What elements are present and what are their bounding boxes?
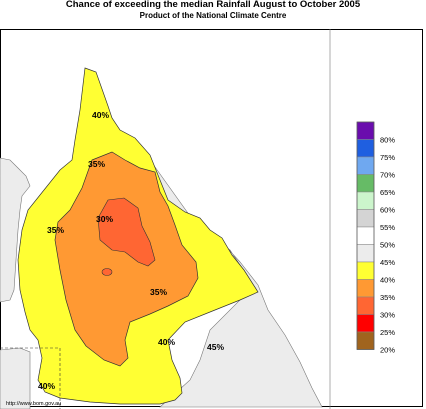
legend-frame <box>356 121 375 350</box>
map-title: Chance of exceeding the median Rainfall … <box>65 0 361 10</box>
label-40-south: 40% <box>158 337 175 347</box>
legend-label: 75% <box>380 153 395 162</box>
legend-label: 55% <box>380 223 395 232</box>
label-35-north: 35% <box>88 159 105 169</box>
label-40-southwest: 40% <box>38 381 55 391</box>
legend-label: 45% <box>380 258 395 267</box>
legend-label: 35% <box>380 293 395 302</box>
legend-swatch <box>356 296 375 315</box>
legend-label: 40% <box>380 276 395 285</box>
legend-swatch <box>356 226 375 245</box>
legend-swatch <box>356 314 375 333</box>
label-40-north: 40% <box>92 110 109 120</box>
label-35-south: 35% <box>150 287 167 297</box>
legend-label: 70% <box>380 171 395 180</box>
legend-label: 50% <box>380 241 395 250</box>
legend: 80% 75% 70% 65% 60% 55% 50% 45% 40% 35% 30% 25% 20% <box>356 121 395 355</box>
legend-swatch <box>356 174 375 193</box>
legend-label: 65% <box>380 188 395 197</box>
legend-label: 60% <box>380 206 395 215</box>
map-subtitle: Product of the National Climate Centre <box>139 11 287 20</box>
legend-label: 30% <box>380 311 395 320</box>
legend-swatch <box>356 244 375 263</box>
legend-swatch <box>356 261 375 280</box>
label-45-east: 45% <box>207 342 224 352</box>
legend-swatch <box>356 279 375 298</box>
legend-swatch <box>356 191 375 210</box>
zone-35 <box>54 151 199 367</box>
legend-label: 20% <box>380 346 395 355</box>
label-35-west: 35% <box>47 225 64 235</box>
zone-30-small <box>101 268 113 276</box>
legend-swatch <box>356 156 375 175</box>
legend-swatch <box>356 209 375 228</box>
sa-land-grey <box>0 347 31 409</box>
zone-30 <box>97 197 156 267</box>
nt-land-grey <box>0 157 31 303</box>
legend-label: 25% <box>380 328 395 337</box>
legend-label: 80% <box>380 136 395 145</box>
legend-swatch <box>356 121 375 140</box>
legend-swatch <box>356 331 375 350</box>
legend-swatch <box>356 139 375 158</box>
label-30-central: 30% <box>96 214 113 224</box>
credit-url: http://www.bom.gov.au <box>6 401 61 407</box>
